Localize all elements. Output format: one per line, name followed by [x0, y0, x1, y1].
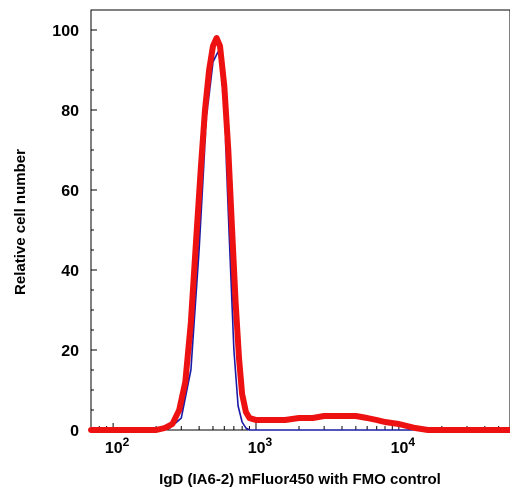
- plot-frame: [90, 9, 510, 431]
- y-tick-label: 80: [61, 103, 79, 120]
- y-tick-label: 60: [61, 183, 79, 200]
- y-axis-title: Relative cell number: [12, 149, 29, 295]
- y-axis: 0 20 40 60 80 100: [52, 23, 97, 440]
- x-axis: 102 103 104: [90, 423, 510, 457]
- series-layer: [88, 35, 510, 433]
- x-tick-label: 102: [105, 435, 130, 457]
- stained-sample-line: [88, 35, 510, 433]
- fmo-control-line: [90, 49, 510, 431]
- y-tick-label: 40: [61, 263, 79, 280]
- x-tick-label: 103: [248, 435, 273, 457]
- x-tick-label: 104: [391, 435, 416, 457]
- x-axis-title: IgD (IA6-2) mFluor450 with FMO control: [159, 471, 441, 488]
- y-tick-label: 20: [61, 343, 79, 360]
- y-tick-label: 0: [70, 423, 79, 440]
- y-tick-label: 100: [52, 23, 79, 40]
